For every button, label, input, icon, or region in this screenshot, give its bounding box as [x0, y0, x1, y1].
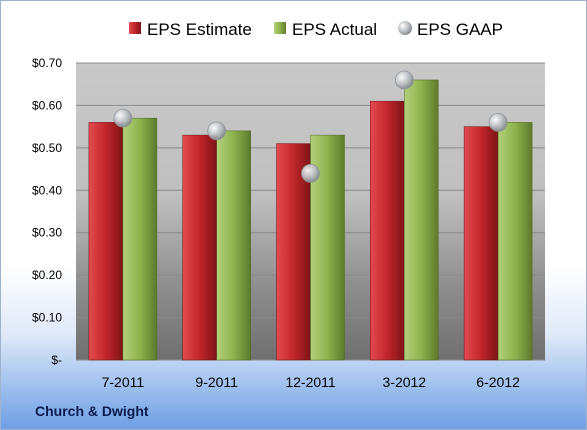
bars	[88, 79, 533, 361]
x-axis: 7-2011 9-2011 12-2011 3-2012 6-2012	[102, 374, 520, 390]
bar-estimate	[182, 134, 217, 361]
x-tick-label: 9-2011	[195, 374, 238, 390]
legend-swatch-actual	[274, 22, 286, 34]
y-tick-label: $0.50	[32, 141, 62, 155]
legend-label-actual: EPS Actual	[292, 20, 377, 39]
x-tick-label: 3-2012	[383, 374, 427, 390]
x-tick-label: 12-2011	[285, 374, 336, 390]
bar-estimate	[88, 122, 124, 361]
gaap-marker	[207, 121, 227, 141]
gaap-marker	[394, 70, 414, 90]
gaap-marker	[113, 108, 133, 128]
legend-label-estimate: EPS Estimate	[147, 20, 252, 39]
x-tick-label: 7-2011	[102, 374, 145, 390]
gaap-markers	[113, 70, 508, 183]
legend-swatch-gaap	[398, 21, 412, 35]
y-tick-label: $0.70	[32, 56, 62, 70]
company-name: Church & Dwight	[35, 403, 149, 419]
y-tick-label: $0.60	[32, 98, 62, 112]
y-tick-label: $-	[51, 353, 62, 367]
bar-actual	[497, 122, 533, 361]
y-tick-label: $0.40	[32, 183, 62, 197]
bar-estimate	[463, 126, 499, 361]
gaap-marker	[301, 163, 320, 183]
legend-label-gaap: EPS GAAP	[417, 20, 503, 39]
bar-actual	[216, 130, 251, 361]
y-tick-label: $0.30	[32, 226, 62, 240]
legend: EPS Estimate EPS Actual EPS GAAP	[129, 20, 503, 39]
legend-swatch-estimate	[129, 22, 141, 34]
bar-actual	[404, 79, 439, 361]
x-tick-label: 6-2012	[476, 374, 520, 390]
y-tick-label: $0.20	[32, 268, 62, 282]
y-axis: $- $0.10 $0.20 $0.30 $0.40 $0.50 $0.60 $0.70	[32, 56, 62, 367]
y-tick-label: $0.10	[32, 311, 62, 325]
gaap-marker	[488, 113, 508, 132]
bar-actual	[122, 117, 158, 361]
bar-estimate	[370, 100, 405, 361]
